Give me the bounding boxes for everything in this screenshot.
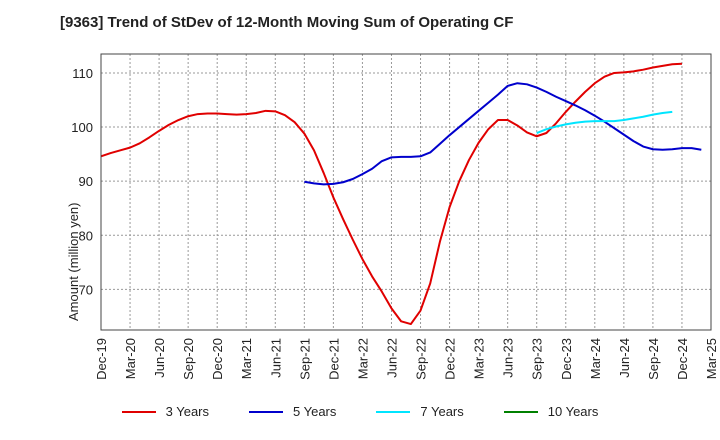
x-tick-label: Mar-22 (355, 338, 370, 379)
legend-item: 3 Years (121, 404, 209, 419)
x-tick-label: Mar-25 (704, 338, 719, 379)
legend-label: 10 Years (547, 404, 599, 419)
x-tick-label: Mar-20 (123, 338, 138, 379)
y-tick-label: 100 (71, 120, 93, 135)
legend-label: 3 Years (165, 404, 209, 419)
x-tick-label: Sep-21 (297, 338, 312, 380)
plot-background (101, 54, 711, 330)
legend-swatch (121, 410, 156, 413)
x-tick-label: Mar-24 (588, 338, 603, 379)
legend-swatch (376, 410, 411, 413)
series-line-3-years (100, 62, 683, 326)
x-tick-label: Mar-21 (239, 338, 254, 379)
x-tick-label: Jun-22 (384, 338, 399, 378)
x-tick-label: Sep-22 (414, 338, 429, 380)
x-tick-label: Jun-24 (617, 338, 632, 378)
x-tick-label: Dec-24 (675, 338, 690, 380)
x-tick-label: Dec-22 (443, 338, 458, 380)
x-tick-label: Dec-23 (559, 338, 574, 380)
legend-item: 5 Years (249, 404, 336, 419)
x-tick-label: Mar-23 (472, 338, 487, 379)
legend-label: 5 Years (293, 404, 337, 419)
x-tick-labels: Dec-19 Mar-20 Jun-20 Sep-20 Dec-20 Mar-21 Jun-… (94, 338, 719, 380)
legend: 3 Years 5 Years 7 Years 10 Years (0, 404, 720, 419)
y-tick-label: 90 (79, 174, 93, 189)
y-tick-label: 110 (72, 66, 93, 81)
legend-label: 7 Years (420, 404, 464, 419)
grid-lines (100, 54, 712, 330)
x-tick-label: Dec-21 (326, 338, 341, 380)
x-tick-label: Jun-23 (501, 338, 516, 378)
x-tick-label: Sep-24 (646, 338, 661, 380)
x-tick-label: Jun-20 (152, 338, 167, 378)
y-tick-label: 80 (79, 228, 93, 243)
x-tick-label: Sep-20 (181, 338, 196, 380)
series-line-5-years (304, 82, 702, 186)
legend-item: 10 Years (503, 404, 599, 419)
legend-swatch (249, 410, 283, 413)
y-tick-labels: 70 80 90 100 110 (71, 66, 93, 297)
legend-swatch (503, 410, 538, 413)
series-lines (100, 62, 702, 326)
x-tick-label: Jun-21 (268, 338, 283, 378)
y-tick-label: 70 (79, 282, 93, 297)
plot-border (100, 53, 712, 331)
x-tick-label: Sep-23 (530, 338, 545, 380)
plot-frame (100, 53, 712, 331)
x-tick-label: Dec-19 (94, 338, 109, 380)
legend-item: 7 Years (376, 404, 464, 419)
x-tick-label: Dec-20 (210, 338, 225, 380)
chart-title: [9363] Trend of StDev of 12-Month Moving… (60, 14, 514, 31)
series-line-7-years (536, 110, 673, 134)
